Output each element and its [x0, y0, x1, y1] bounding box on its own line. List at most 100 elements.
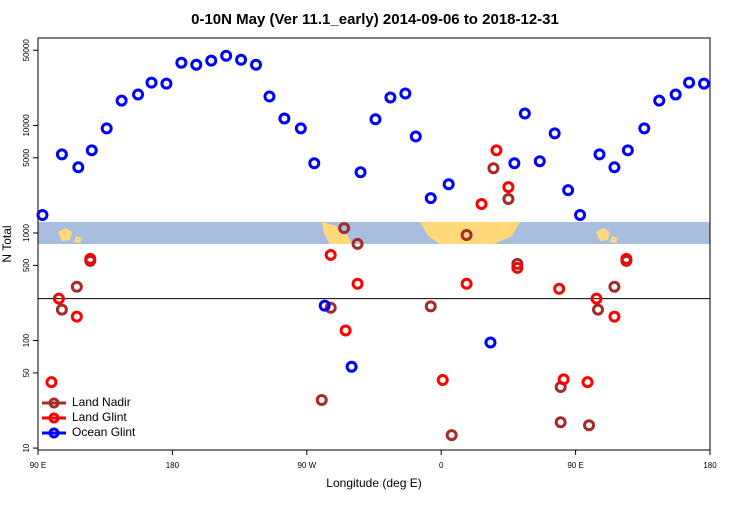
point: [475, 197, 488, 210]
point: [562, 184, 575, 197]
point: [460, 228, 473, 241]
point: [205, 54, 218, 67]
x-tick-label: 180: [703, 461, 717, 470]
point: [653, 94, 666, 107]
point: [52, 292, 65, 305]
point: [190, 58, 203, 71]
legend-label: Land Glint: [72, 410, 127, 424]
point: [351, 277, 364, 290]
y-tick-label: 500: [22, 258, 31, 272]
point: [384, 91, 397, 104]
point: [698, 77, 711, 90]
point: [318, 299, 331, 312]
point: [436, 373, 449, 386]
y-tick-label: 50: [22, 368, 31, 377]
point: [220, 49, 233, 62]
point: [590, 292, 603, 305]
point: [460, 277, 473, 290]
point: [621, 144, 634, 157]
legend-marker: [48, 427, 60, 439]
point: [70, 280, 83, 293]
point: [315, 393, 328, 406]
point: [160, 77, 173, 90]
point: [369, 113, 382, 126]
legend-marker: [48, 397, 60, 409]
point: [84, 252, 97, 265]
point: [581, 376, 594, 389]
point: [593, 148, 606, 161]
point: [533, 155, 546, 168]
point: [557, 373, 570, 386]
point: [487, 162, 500, 175]
point: [235, 53, 248, 66]
point: [132, 88, 145, 101]
point: [338, 222, 351, 235]
point: [85, 144, 98, 157]
point: [638, 122, 651, 135]
point: [175, 56, 188, 69]
x-tick-label: 90 E: [30, 461, 46, 470]
y-tick-label: 10: [22, 443, 31, 452]
y-tick-label: 5000: [22, 148, 31, 166]
point: [45, 376, 58, 389]
point: [72, 161, 85, 174]
y-tick-label: 10000: [22, 114, 31, 137]
point: [294, 122, 307, 135]
point: [442, 178, 455, 191]
point: [502, 181, 515, 194]
point: [424, 192, 437, 205]
point: [583, 419, 596, 432]
point: [351, 237, 364, 250]
point: [518, 107, 531, 120]
point: [345, 360, 358, 373]
y-axis-label: N Total: [0, 225, 14, 262]
point: [574, 208, 587, 221]
point: [683, 76, 696, 89]
point: [502, 193, 515, 206]
point: [308, 157, 321, 170]
point: [511, 261, 524, 274]
x-tick-label: 90 W: [297, 461, 316, 470]
point: [324, 248, 337, 261]
x-tick-label: 180: [166, 461, 180, 470]
point: [608, 280, 621, 293]
plot-frame: [37, 37, 711, 451]
y-tick-label: 50000: [22, 39, 31, 62]
land: [322, 222, 352, 244]
point: [620, 252, 633, 265]
land: [596, 228, 618, 243]
x-axis-label: Longitude (deg E): [326, 476, 421, 490]
point: [324, 301, 337, 314]
point: [278, 112, 291, 125]
point: [399, 87, 412, 100]
point: [409, 130, 422, 143]
point: [424, 300, 437, 313]
point: [55, 148, 68, 161]
point: [36, 208, 49, 221]
point: [445, 429, 458, 442]
ocean-band: [38, 222, 710, 244]
point: [70, 310, 83, 323]
map-band: [38, 222, 710, 244]
legend-marker: [48, 412, 60, 424]
x-tick-label: 90 E: [567, 461, 583, 470]
point: [263, 90, 276, 103]
point: [339, 324, 352, 337]
point: [145, 76, 158, 89]
x-tick-label: 0: [439, 461, 444, 470]
point: [608, 161, 621, 174]
point: [354, 166, 367, 179]
point: [484, 336, 497, 349]
y-tick-label: 1000: [22, 224, 31, 242]
point: [100, 122, 113, 135]
chart-title: 0-10N May (Ver 11.1_early) 2014-09-06 to…: [191, 11, 559, 28]
point: [250, 58, 263, 71]
point: [55, 303, 68, 316]
land: [58, 228, 82, 243]
legend-label: Land Nadir: [72, 395, 131, 409]
point: [608, 310, 621, 323]
y-tick-label: 100: [22, 333, 31, 347]
point: [669, 88, 682, 101]
